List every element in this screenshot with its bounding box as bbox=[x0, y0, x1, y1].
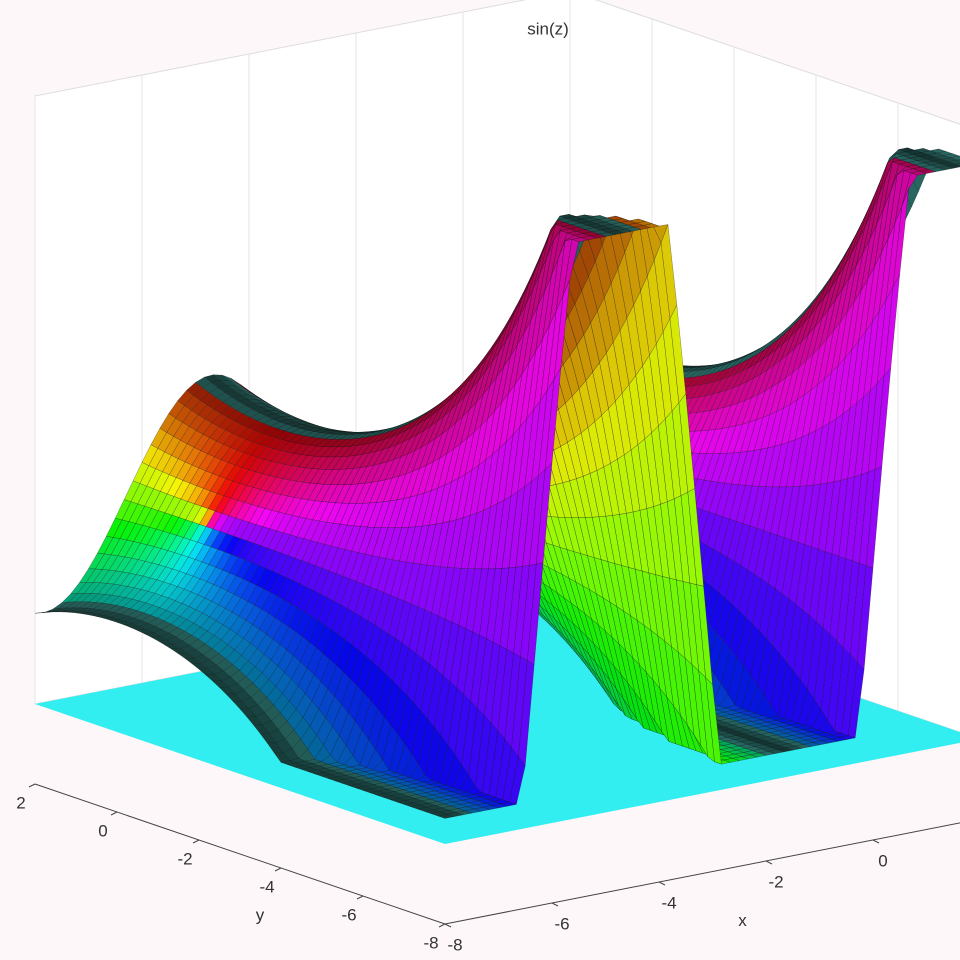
axes: -8 -6 -4 -2 0 -8 -6 -4 -2 0 2 x y bbox=[16, 783, 960, 954]
y-tick-label: -6 bbox=[341, 905, 356, 924]
x-axis bbox=[444, 822, 960, 925]
x-tick-label: -2 bbox=[768, 872, 783, 891]
y-axis-label: y bbox=[256, 905, 265, 924]
x-tick bbox=[444, 923, 452, 928]
y-tick bbox=[192, 839, 200, 844]
x-tick bbox=[551, 902, 559, 907]
y-tick-label: 0 bbox=[98, 821, 107, 840]
y-tick-label: 2 bbox=[16, 793, 25, 812]
y-tick-label: -2 bbox=[177, 849, 192, 868]
surface bbox=[34, 147, 960, 819]
x-tick-label: -4 bbox=[661, 893, 676, 912]
x-tick-label: -6 bbox=[554, 914, 569, 933]
x-tick-label: -8 bbox=[447, 935, 462, 954]
x-tick-label: 0 bbox=[878, 851, 887, 870]
x-tick bbox=[765, 860, 773, 865]
y-tick bbox=[356, 895, 364, 900]
y-tick bbox=[274, 867, 282, 872]
y-tick bbox=[438, 923, 446, 928]
x-axis-label: x bbox=[738, 911, 747, 930]
y-tick-label: -4 bbox=[259, 877, 274, 896]
chart-title: sin(z) bbox=[527, 19, 569, 38]
y-axis bbox=[34, 783, 446, 925]
y-tick-label: -8 bbox=[423, 933, 438, 952]
y-tick bbox=[110, 811, 118, 816]
y-tick bbox=[28, 783, 36, 788]
x-tick bbox=[872, 839, 880, 844]
surface-cell bbox=[437, 814, 455, 819]
x-tick bbox=[658, 881, 666, 886]
